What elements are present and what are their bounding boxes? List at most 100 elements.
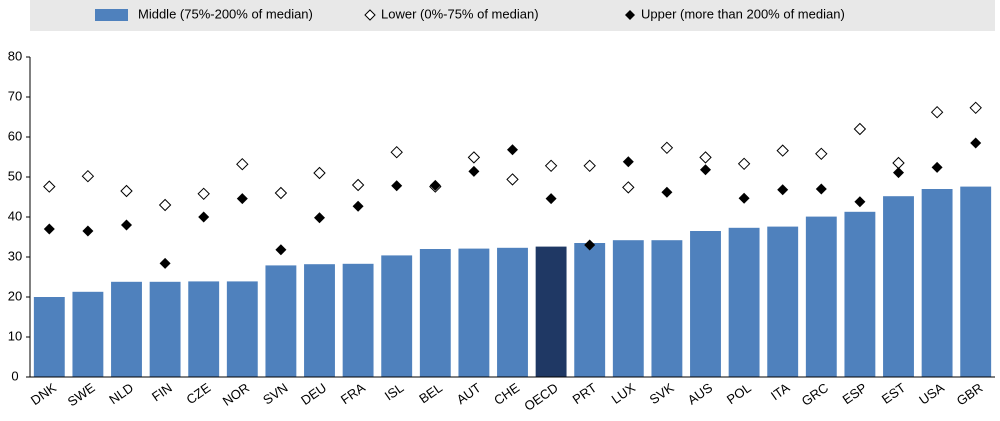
hollow-diamond-marker: [158, 198, 172, 212]
x-tick-label: EST: [879, 380, 908, 407]
bar: [188, 281, 220, 377]
legend-label: Middle (75%-200% of median): [138, 6, 313, 21]
legend-swatch: [95, 9, 128, 21]
x-tick-label: LUX: [609, 380, 639, 407]
hollow-diamond-marker: [351, 178, 365, 192]
bar: [226, 281, 258, 377]
bar: [612, 240, 644, 377]
bar: [921, 189, 953, 377]
hollow-diamond-marker: [853, 122, 867, 136]
x-tick-label: ESP: [840, 380, 870, 407]
y-tick-label: 70: [8, 88, 22, 103]
x-tick-label: GRC: [799, 380, 831, 409]
x-tick-label: USA: [916, 380, 947, 408]
diamond-marker: [352, 200, 364, 212]
x-tick-label: POL: [724, 380, 754, 407]
hollow-diamond-marker: [660, 141, 674, 155]
bar: [265, 265, 297, 377]
x-tick-label: SVK: [647, 380, 677, 407]
hollow-diamond-marker: [506, 173, 519, 186]
diamond-marker: [815, 183, 827, 195]
diamond-marker: [661, 186, 673, 198]
y-tick-label: 10: [8, 328, 22, 343]
hollow-diamond-marker: [197, 187, 210, 201]
diamond-marker: [622, 156, 634, 168]
diamond-marker: [507, 144, 518, 156]
bar: [728, 227, 760, 377]
diamond-marker: [777, 184, 789, 196]
legend-swatch: [364, 9, 376, 21]
diamond-marker: [429, 179, 441, 191]
bar: [497, 247, 528, 377]
diamond-marker: [198, 211, 210, 223]
bar: [458, 248, 490, 377]
bar: [883, 196, 914, 377]
hollow-diamond-marker: [699, 151, 712, 164]
x-tick-label: AUS: [685, 380, 716, 408]
diamond-marker: [468, 165, 480, 177]
bar: [33, 297, 65, 377]
y-tick-label: 50: [8, 168, 22, 183]
hollow-diamond-marker: [544, 159, 558, 173]
diamond-marker: [893, 167, 904, 179]
bar: [535, 246, 567, 377]
hollow-diamond-marker: [43, 180, 56, 193]
bar: [304, 264, 335, 377]
bar: [149, 281, 181, 377]
y-tick-label: 30: [8, 248, 22, 263]
diamond-marker: [121, 219, 132, 231]
bar: [690, 231, 721, 377]
hollow-diamond-marker: [390, 145, 403, 159]
bar: [651, 240, 683, 377]
x-tick-label: AUT: [454, 380, 484, 407]
x-tick-label: NOR: [220, 380, 252, 409]
bar: [72, 291, 104, 377]
y-tick-label: 40: [8, 208, 22, 223]
hollow-diamond-marker: [622, 181, 635, 194]
hollow-diamond-marker: [969, 101, 982, 115]
diamond-marker: [236, 193, 248, 205]
diamond-marker: [700, 164, 711, 176]
diamond-marker: [545, 193, 557, 205]
x-tick-label: ISL: [382, 380, 407, 403]
x-tick-label: SVN: [260, 380, 291, 408]
x-tick-label: FIN: [149, 380, 175, 404]
diamond-marker: [159, 257, 171, 269]
hollow-diamond-marker: [776, 144, 789, 157]
x-tick-label: DEU: [298, 380, 329, 408]
bar: [844, 211, 876, 377]
bar: [111, 281, 142, 377]
diamond-marker: [82, 225, 94, 237]
hollow-diamond-marker: [737, 157, 751, 171]
x-tick-label: FRA: [338, 380, 368, 407]
x-tick-label: GBR: [954, 380, 986, 408]
hollow-diamond-marker: [815, 147, 828, 161]
hollow-diamond-marker: [313, 166, 326, 180]
hollow-diamond-marker: [467, 151, 481, 164]
bar: [767, 226, 799, 377]
y-tick-label: 20: [8, 288, 22, 303]
x-tick-label: CHE: [491, 380, 522, 408]
y-tick-label: 0: [11, 368, 18, 383]
x-tick-label: PRT: [570, 380, 600, 407]
diamond-marker: [391, 180, 403, 192]
diamond-marker: [854, 196, 866, 208]
diamond-marker: [314, 212, 325, 224]
bar: [574, 243, 606, 377]
diamond-marker: [970, 137, 982, 149]
y-tick-label: 60: [8, 128, 22, 143]
bar: [960, 186, 992, 377]
hollow-diamond-marker: [274, 186, 288, 200]
diamond-marker: [738, 192, 750, 204]
legend-box: [30, 0, 995, 31]
legend-label: Lower (0%-75% of median): [381, 6, 539, 21]
hollow-diamond-marker: [583, 159, 596, 173]
bar: [342, 263, 374, 377]
hollow-diamond-marker: [930, 105, 944, 119]
diamond-marker: [275, 244, 287, 256]
x-tick-label: NLD: [106, 380, 136, 407]
diamond-marker: [584, 239, 596, 251]
y-tick-label: 80: [8, 48, 22, 63]
legend-swatch: [625, 10, 635, 20]
